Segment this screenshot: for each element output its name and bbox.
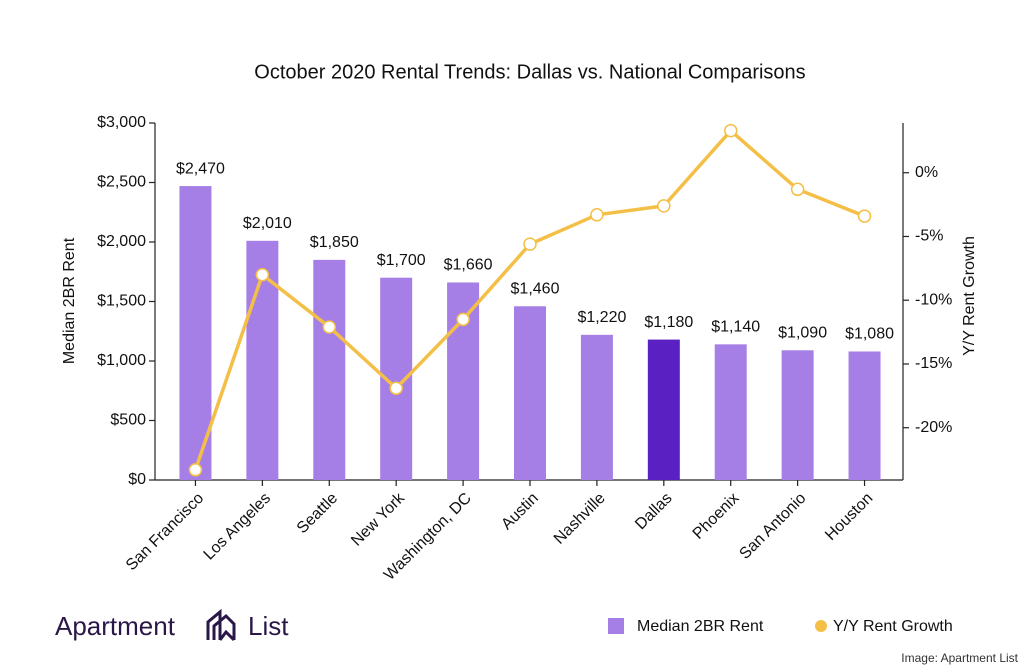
data-label: $1,850 [310,234,359,251]
x-tick-label: San Francisco [123,490,207,574]
line-point [456,312,470,327]
data-label: $1,180 [644,314,693,331]
y2-tick-label: -15% [915,355,952,372]
bar [514,306,546,480]
data-label: $1,460 [511,280,560,297]
line-point [188,463,203,477]
credit: Image: Apartment List [901,651,1018,665]
bar [781,350,814,480]
bar [647,339,680,480]
line-point [857,209,872,223]
y-tick-label: $0 [128,471,146,488]
y-tick-label: $2,000 [97,233,146,250]
line-point [657,199,671,213]
x-tick-label: Nashville [551,490,609,548]
line-point [723,123,738,138]
y-tick-label: $1,000 [97,352,146,369]
x-tick-label: Dallas [632,490,675,533]
y2-tick-label: -5% [915,228,943,245]
line-point [389,381,403,395]
x-tick-label: Phoenix [690,490,743,543]
x-tick-label: San Antonio [736,490,809,563]
brand-text: List [248,611,289,641]
line-point [790,182,805,197]
data-label: $1,080 [845,326,894,343]
y-tick-label: $500 [110,412,146,429]
y-tick-label: $3,000 [97,114,146,131]
x-tick-label: Los Angeles [201,490,275,564]
x-tick-label: New York [348,489,409,550]
chart-title: October 2020 Rental Trends: Dallas vs. N… [254,61,805,83]
data-label: $2,010 [243,215,292,232]
line-point [523,237,537,251]
y2-tick-label: 0% [915,164,938,181]
y2-tick-label: -10% [915,291,952,308]
logo-part [218,629,236,642]
logo-part [206,608,222,640]
line-point [255,267,270,282]
data-label: $1,090 [778,325,827,342]
line-point [322,320,337,334]
line-point [590,208,604,222]
logo-part [212,613,236,640]
brand-logo [206,608,236,642]
y-axis-label: Median 2BR Rent [61,237,78,364]
legend-swatch [815,620,827,632]
bar [580,334,613,480]
bar [714,344,747,480]
bar [848,351,881,480]
data-label: $1,220 [577,309,626,326]
data-label: $2,470 [176,160,225,177]
legend-swatch [608,618,624,634]
bar [447,282,480,480]
bar [313,259,346,480]
x-tick-label: Houston [822,490,876,544]
x-tick-label: Seattle [294,490,341,537]
y2-tick-label: -20% [915,419,952,436]
data-label: $1,660 [444,257,493,274]
legend-label: Median 2BR Rent [637,618,764,635]
y2-axis-label: Y/Y Rent Growth [961,236,978,356]
data-label: $1,140 [711,319,760,336]
legend-label: Y/Y Rent Growth [833,618,953,635]
bar [179,186,212,480]
y-tick-label: $2,500 [97,174,146,191]
y-tick-label: $1,500 [97,293,146,310]
x-tick-label: Austin [498,490,541,533]
brand-text: Apartment [55,611,176,641]
data-label: $1,700 [377,252,426,269]
